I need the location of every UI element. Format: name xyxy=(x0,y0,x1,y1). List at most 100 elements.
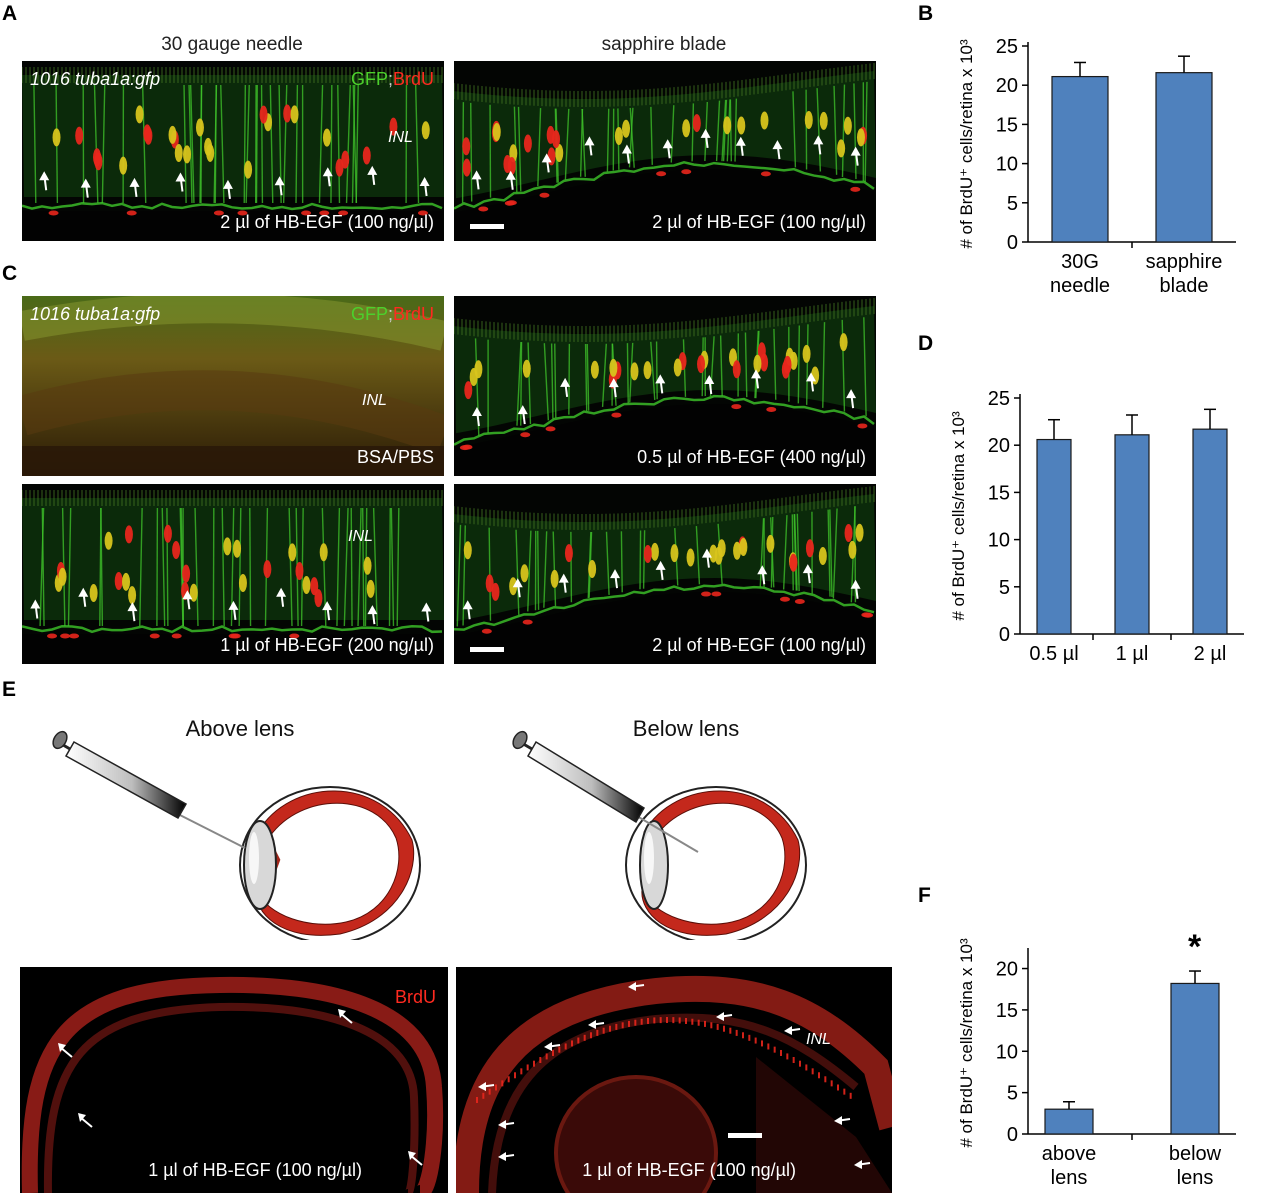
y-tick-label: 0 xyxy=(1007,232,1018,254)
channel-legend: BrdU xyxy=(394,987,436,1007)
syringe-icon xyxy=(512,730,699,853)
x-tick-label: lens xyxy=(1051,1167,1088,1189)
panel-letter-f: F xyxy=(918,884,931,907)
micrograph-e-below: INL 1 µl of HB-EGF (100 ng/µl) xyxy=(456,967,892,1193)
arrow-icon xyxy=(850,146,861,166)
arrow-icon xyxy=(408,1151,423,1166)
arrow-icon xyxy=(544,1042,561,1051)
arrow-icon xyxy=(322,167,333,187)
arrow-icon xyxy=(505,170,516,190)
eye-diagram-above xyxy=(52,730,421,940)
micrograph-c-05ul: 0.5 µl of HB-EGF (400 ng/µl) xyxy=(454,296,876,476)
x-tick-label: below xyxy=(1169,1143,1222,1165)
arrow-icon xyxy=(421,602,432,622)
y-tick-label: 10 xyxy=(996,1041,1018,1063)
y-tick-label: 5 xyxy=(999,577,1010,599)
channel-legend: GFP;BrdU xyxy=(350,304,434,324)
bar-chart-d: 0 5 10 15 20 25 # of BrdU⁺ cells/retina x 10³ 0… xyxy=(949,388,1244,665)
arrow-icon xyxy=(628,982,645,991)
inl-label: INL xyxy=(362,392,387,409)
y-tick-label: 20 xyxy=(996,75,1018,97)
arrow-icon xyxy=(850,579,861,599)
y-tick-label: 15 xyxy=(988,482,1010,504)
scale-bar xyxy=(728,1133,762,1138)
arrow-icon xyxy=(610,569,621,589)
arrow-icon xyxy=(751,369,762,389)
arrow-icon xyxy=(175,172,186,192)
bar xyxy=(1170,982,1220,1135)
y-tick-label: 20 xyxy=(996,959,1018,981)
arrow-icon xyxy=(58,1043,73,1058)
arrow-icon xyxy=(182,590,193,610)
arrow-icon xyxy=(129,177,140,198)
y-tick-label: 5 xyxy=(1007,1083,1018,1105)
arrow-icon xyxy=(462,600,473,620)
arrow-icon xyxy=(498,1120,515,1129)
x-tick-label: 30G xyxy=(1061,251,1099,273)
arrow-icon xyxy=(367,165,378,185)
y-tick-label: 10 xyxy=(988,530,1010,552)
arrow-icon xyxy=(700,128,711,149)
micrograph-caption: 1 µl of HB-EGF (100 ng/µl) xyxy=(148,1160,362,1180)
arrow-icon xyxy=(471,407,482,427)
y-tick-label: 15 xyxy=(996,1000,1018,1022)
micrograph-e-above: BrdU 1 µl of HB-EGF (100 ng/µl) xyxy=(20,967,448,1193)
micrograph-c-1ul: INL 1 µl of HB-EGF (200 ng/µl) xyxy=(22,484,444,664)
eye-diagram-below xyxy=(512,730,807,940)
micrograph-c-2ul: 2 µl of HB-EGF (100 ng/µl) xyxy=(454,484,876,664)
y-tick-label: 0 xyxy=(999,624,1010,646)
arrow-icon xyxy=(78,1113,93,1128)
micrograph-caption: 2 µl of HB-EGF (100 ng/µl) xyxy=(220,212,434,232)
column-title-needle: 30 gauge needle xyxy=(161,34,303,55)
arrow-icon xyxy=(512,578,523,598)
arrow-icon xyxy=(802,564,813,584)
arrow-icon xyxy=(478,1082,495,1091)
bar xyxy=(1114,434,1150,635)
arrow-icon xyxy=(222,179,233,200)
arrow-icon xyxy=(419,177,430,197)
arrow-icon xyxy=(276,587,287,607)
eye-diagram-icon xyxy=(239,786,421,940)
y-axis-label: # of BrdU⁺ cells/retina x 10³ xyxy=(957,938,976,1148)
arrow-icon xyxy=(813,135,824,155)
arrow-icon xyxy=(338,1009,353,1024)
arrow-icon xyxy=(39,171,50,191)
y-tick-label: 20 xyxy=(988,435,1010,457)
y-tick-label: 25 xyxy=(996,36,1018,58)
arrow-icon xyxy=(806,372,817,392)
bar xyxy=(1036,438,1072,635)
arrow-icon xyxy=(517,405,528,425)
arrow-icon xyxy=(701,548,712,568)
lineage-label: 1016 tuba1a:gfp xyxy=(30,304,161,324)
arrow-icon xyxy=(662,139,673,159)
micrograph-caption: 1 µl of HB-EGF (200 ng/µl) xyxy=(220,635,434,655)
arrow-icon xyxy=(541,153,552,173)
arrow-icon xyxy=(735,136,746,156)
arrow-icon xyxy=(498,1152,515,1161)
arrow-icon xyxy=(655,374,666,394)
inl-label: INL xyxy=(806,1031,831,1048)
y-axis-label: # of BrdU⁺ cells/retina x 10³ xyxy=(957,39,976,249)
scale-bar xyxy=(470,647,504,652)
y-tick-label: 0 xyxy=(1007,1124,1018,1146)
bar-chart-b: 0 5 10 15 20 25 # of BrdU⁺ cells/retina x 10³ 3… xyxy=(957,36,1236,297)
y-tick-label: 25 xyxy=(988,388,1010,410)
arrow-icon xyxy=(846,389,857,409)
arrow-icon xyxy=(608,378,619,398)
arrow-icon xyxy=(78,587,89,607)
x-tick-label: blade xyxy=(1160,275,1209,297)
micrograph-caption: 2 µl of HB-EGF (100 ng/µl) xyxy=(652,212,866,232)
diagram-title-above: Above lens xyxy=(185,716,295,741)
scale-bar xyxy=(470,224,504,229)
arrow-icon xyxy=(127,602,138,622)
arrow-icon xyxy=(30,599,41,619)
arrow-icon xyxy=(560,377,571,398)
x-tick-label: 2 µl xyxy=(1194,643,1227,665)
x-tick-label: 0.5 µl xyxy=(1029,643,1078,665)
panel-letter-c: C xyxy=(2,262,18,285)
micrograph-caption: 0.5 µl of HB-EGF (400 ng/µl) xyxy=(637,447,866,467)
y-tick-label: 10 xyxy=(996,154,1018,176)
x-tick-label: lens xyxy=(1177,1167,1214,1189)
panel-letter-d: D xyxy=(918,332,934,355)
arrow-icon xyxy=(772,140,783,160)
